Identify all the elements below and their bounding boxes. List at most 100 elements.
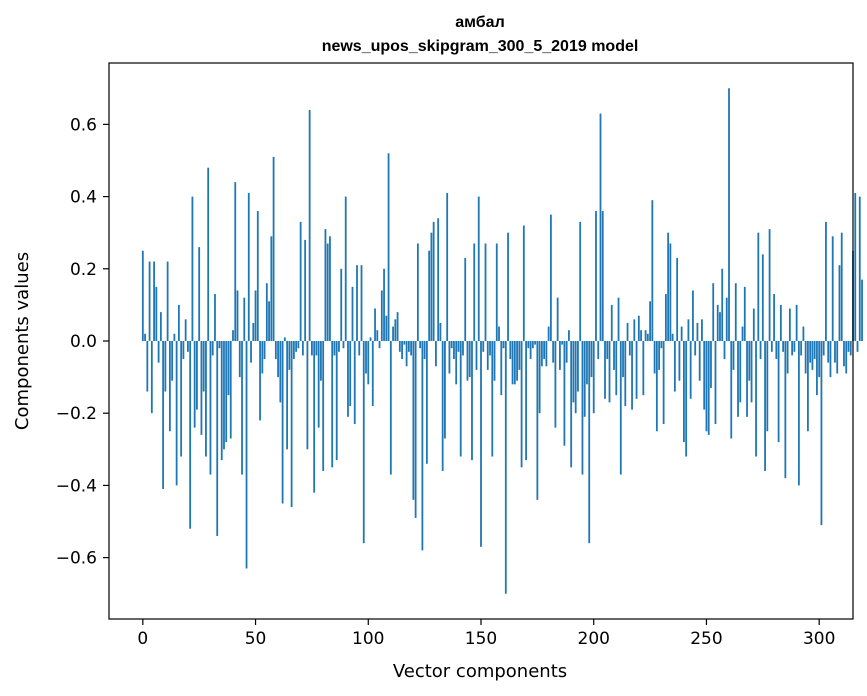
bar: [554, 341, 557, 428]
bar: [759, 341, 762, 360]
bar: [360, 265, 363, 341]
bar: [511, 341, 514, 385]
bar: [703, 341, 706, 410]
bar: [730, 341, 733, 439]
y-tick-label: −0.6: [56, 549, 97, 569]
x-tick-label: 50: [245, 629, 267, 649]
bar: [216, 341, 219, 536]
bar: [854, 192, 857, 341]
bar: [223, 341, 225, 450]
bar: [234, 182, 237, 341]
bar: [162, 341, 165, 490]
bar: [513, 341, 516, 385]
bar: [660, 341, 663, 349]
bar: [374, 308, 376, 341]
bar: [202, 341, 205, 392]
bar: [236, 290, 239, 341]
bar: [773, 294, 775, 341]
bar: [383, 268, 385, 341]
chart-title-line2: news_upos_skipgram_300_5_2019 model: [322, 38, 639, 55]
bar: [489, 341, 491, 356]
bar: [640, 330, 642, 341]
bar: [561, 341, 564, 345]
bar: [547, 326, 550, 341]
bar: [761, 254, 764, 341]
bar: [572, 341, 575, 403]
bar: [290, 341, 293, 508]
bar: [263, 341, 266, 360]
bar: [198, 247, 201, 341]
bar: [335, 341, 338, 461]
bar: [622, 341, 624, 378]
bar: [714, 341, 717, 425]
bar: [595, 211, 597, 341]
bar: [265, 283, 268, 341]
bar: [150, 341, 153, 414]
bar: [396, 312, 399, 341]
bar: [518, 341, 521, 370]
bar: [552, 341, 555, 363]
y-tick-label: 0.2: [70, 260, 97, 280]
bar: [531, 341, 534, 349]
bar: [196, 341, 198, 410]
bar: [689, 341, 692, 399]
bar: [683, 341, 685, 443]
bar: [628, 341, 631, 356]
bar: [491, 341, 494, 457]
bar: [164, 341, 167, 392]
bar: [435, 341, 437, 367]
x-tick-label: 0: [137, 629, 148, 649]
bar: [617, 297, 620, 341]
bar: [333, 341, 336, 356]
bar: [232, 330, 234, 341]
bar: [710, 341, 712, 388]
bar: [662, 341, 665, 425]
bar: [570, 341, 573, 468]
bar: [516, 341, 518, 381]
bar: [556, 297, 559, 341]
x-axis-label: Vector components: [393, 661, 567, 682]
bar: [822, 341, 825, 356]
bar: [807, 341, 809, 432]
bar: [441, 341, 444, 471]
bar: [655, 341, 658, 432]
bar: [624, 341, 627, 406]
bar: [189, 341, 192, 529]
bar: [786, 341, 789, 374]
bar: [331, 341, 334, 468]
bar: [279, 341, 282, 403]
bar: [268, 301, 270, 341]
bar: [292, 341, 295, 360]
bar: [166, 261, 169, 341]
bar: [439, 322, 442, 341]
bar: [286, 341, 289, 450]
bar: [141, 250, 144, 341]
bar: [182, 341, 185, 360]
bar: [678, 341, 681, 381]
bar: [637, 315, 640, 341]
bar: [394, 319, 397, 341]
bar: [685, 341, 688, 457]
bar: [241, 341, 243, 475]
bar: [635, 341, 638, 399]
bar: [788, 308, 791, 341]
bar: [356, 265, 358, 341]
bar: [432, 221, 435, 341]
bar: [768, 229, 771, 341]
bar: [723, 341, 726, 360]
bar: [721, 268, 724, 341]
bar: [430, 232, 433, 341]
bar: [716, 304, 719, 341]
bar: [153, 261, 155, 341]
bar: [574, 341, 577, 414]
bar: [498, 326, 500, 341]
bar: [410, 341, 413, 356]
bar: [477, 196, 480, 341]
bar: [407, 341, 410, 352]
bar: [579, 221, 582, 341]
bar: [737, 341, 739, 417]
bar: [398, 341, 401, 352]
bar: [274, 341, 277, 360]
bar: [861, 279, 863, 341]
bar: [586, 341, 588, 385]
